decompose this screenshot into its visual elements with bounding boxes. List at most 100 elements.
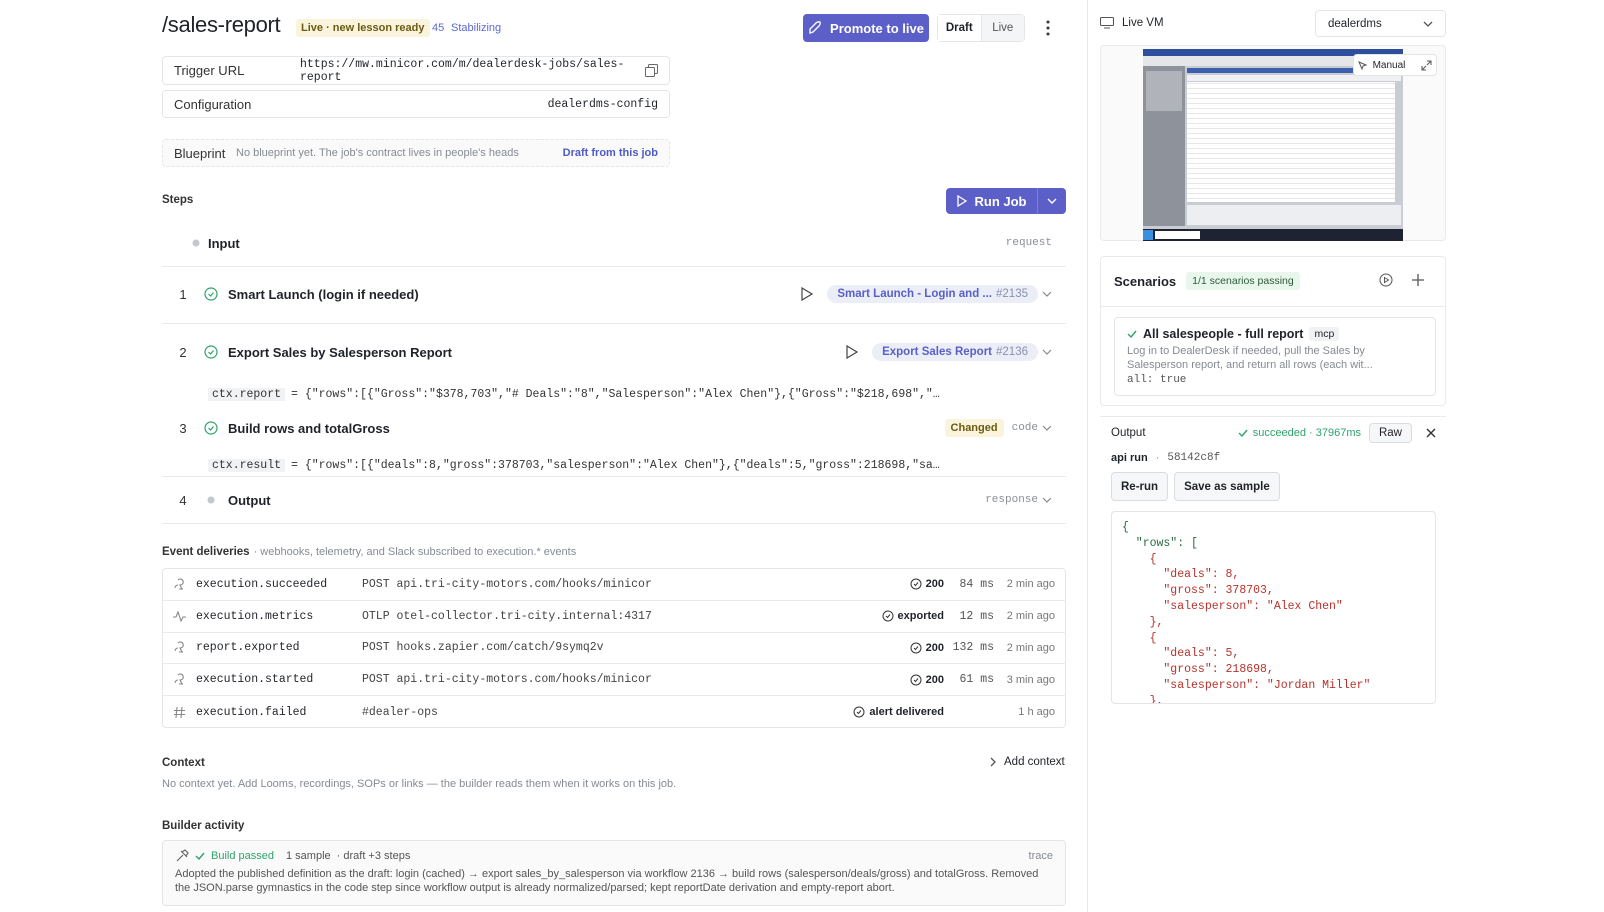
scenario-card[interactable]: All salespeople - full report mcp Log in…	[1114, 317, 1436, 396]
code-lines: { "rows": [ { "deals": 8, "gross": 37870…	[1122, 520, 1425, 703]
more-menu[interactable]	[1044, 19, 1052, 37]
add-context-label[interactable]: Add context	[1004, 756, 1065, 768]
changed-badge: Changed	[944, 419, 1004, 437]
code-line: "salesperson": "Alex Chen"	[1122, 599, 1343, 613]
context-key: ctx.report	[208, 388, 286, 401]
shape	[1143, 229, 1403, 241]
event-time: 2 min ago	[1006, 610, 1055, 623]
promote-button[interactable]: Promote to live	[803, 14, 929, 42]
shape	[1042, 425, 1052, 431]
run-job-button[interactable]: Run Job	[946, 188, 1066, 214]
step-row[interactable]: 4 Output response	[162, 485, 1066, 515]
event-time: 2 min ago	[1006, 578, 1055, 591]
event-duration: 61 ms	[959, 673, 994, 687]
event-icon	[162, 578, 196, 591]
workflow-name: Smart Launch - Login and ...	[837, 288, 993, 300]
step-status	[196, 287, 226, 301]
event-row[interactable]: execution.started POST api.tri-city-motor…	[162, 664, 1066, 697]
shape	[910, 674, 922, 686]
rerun-button[interactable]: Re-run	[1111, 472, 1169, 501]
step-kind[interactable]: code	[1011, 422, 1038, 434]
draft-tab[interactable]: Draft	[938, 15, 982, 41]
shape	[853, 706, 865, 718]
scenarios-badge: 1/1 scenarios passing	[1186, 272, 1300, 290]
run-scenarios[interactable]	[1379, 273, 1393, 287]
input-step[interactable]: Input request	[162, 228, 1066, 258]
run-job-main[interactable]: Run Job	[946, 188, 1038, 214]
builder-card: Build passed 1 sample · draft +3 steps t…	[162, 840, 1066, 906]
event-duration: 132 ms	[952, 641, 994, 655]
output-status: succeeded · 37967ms	[1252, 427, 1361, 439]
run-step	[846, 345, 859, 359]
run-job-dropdown[interactable]	[1038, 188, 1066, 214]
step-row[interactable]: 3 Build rows and totalGross Changed code	[162, 413, 1066, 443]
code-line: {	[1122, 631, 1157, 645]
shape	[172, 610, 186, 623]
events-table	[162, 568, 1066, 728]
shape	[913, 582, 919, 587]
scenarios-title: Scenarios	[1114, 273, 1177, 289]
shape	[1046, 26, 1050, 30]
workflow-id: #2135	[996, 288, 1028, 300]
status-text: 200	[925, 673, 944, 686]
vm-screenshot[interactable]	[1143, 49, 1403, 241]
shape	[1042, 497, 1052, 503]
shape	[173, 578, 184, 590]
lesson-count[interactable]: 45	[432, 22, 445, 34]
trace-link[interactable]: trace	[1028, 850, 1053, 862]
run-job-label[interactable]: Run Job	[974, 193, 1027, 209]
divider	[1100, 416, 1446, 417]
trigger-value[interactable]: https://mw.minicor.com/m/dealerdesk-jobs…	[300, 57, 625, 84]
run-step	[801, 287, 814, 301]
shape	[192, 239, 200, 247]
promote-label[interactable]: Promote to live	[830, 20, 924, 36]
workflow-pill[interactable]: Export Sales Report #2136	[872, 343, 1038, 361]
event-icon	[173, 641, 184, 654]
shape	[801, 287, 814, 301]
event-name: execution.metrics	[196, 609, 314, 623]
live-tab[interactable]: Live	[981, 15, 1024, 41]
shape	[173, 673, 184, 685]
manual-button[interactable]: Manual	[1353, 54, 1437, 76]
chevron	[1047, 198, 1057, 204]
event-row[interactable]: execution.metrics OTLP otel-collector.tri…	[162, 601, 1066, 633]
vm-select[interactable]: dealerdms	[1315, 10, 1446, 37]
step-name: Input	[208, 235, 240, 251]
scenario-header: All salespeople - full report mcp	[1127, 327, 1423, 341]
builder-title: Builder activity	[162, 820, 245, 832]
add-context[interactable]: Add context	[990, 756, 1065, 768]
stabilizing-status[interactable]: Stabilizing	[451, 22, 502, 34]
event-target: OTLP otel-collector.tri-city.internal:43…	[362, 609, 652, 623]
shape	[846, 345, 859, 359]
step-row[interactable]: 2 Export Sales by Salesperson Report Expor…	[162, 337, 1066, 367]
step-kind[interactable]: request	[1005, 237, 1052, 249]
status-text: 200	[925, 578, 944, 591]
shape	[204, 287, 218, 301]
add-scenario[interactable]	[1412, 274, 1424, 286]
workflow-pill[interactable]: Smart Launch - Login and ... #2135	[827, 285, 1038, 303]
event-icon	[173, 673, 184, 685]
raw-button[interactable]: Raw	[1368, 423, 1412, 443]
copy-icon[interactable]	[645, 64, 658, 77]
event-name: execution.failed	[196, 705, 307, 719]
event-row[interactable]: report.exported POST hooks.zapier.com/cat…	[162, 633, 1066, 665]
configuration-value[interactable]: dealerdms-config	[547, 97, 658, 111]
event-row[interactable]: execution.failed #dealer-ops alert deliver…	[162, 696, 1066, 728]
dot	[207, 496, 215, 504]
shape	[195, 852, 205, 860]
expand-icon[interactable]	[1421, 60, 1432, 71]
save-sample-button[interactable]: Save as sample	[1174, 472, 1280, 501]
blueprint-action[interactable]: Draft from this job	[562, 147, 658, 159]
scenario-tag: mcp	[1309, 327, 1340, 341]
step-row[interactable]: 1 Smart Launch (login if needed) Smart Lau…	[162, 279, 1066, 309]
shape	[1187, 82, 1395, 202]
meta-separator: ·	[1155, 452, 1160, 464]
step-number: 3	[179, 420, 187, 436]
event-row[interactable]: execution.succeeded POST api.tri-city-mot…	[162, 569, 1066, 601]
close-button[interactable]	[1426, 428, 1436, 438]
shape	[1143, 56, 1403, 66]
step-kind[interactable]: response	[985, 494, 1038, 506]
step-name: Export Sales by Salesperson Report	[228, 344, 452, 360]
